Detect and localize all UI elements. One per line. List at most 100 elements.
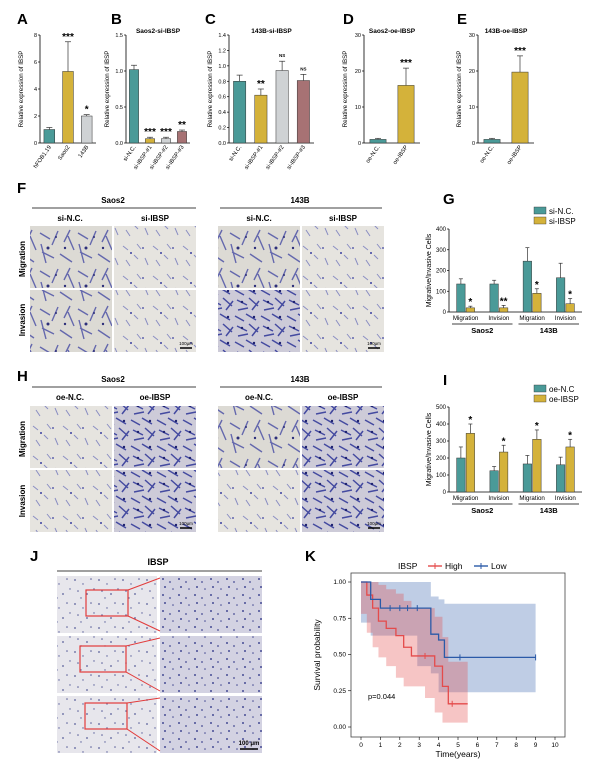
F-image-1 bbox=[30, 226, 112, 288]
G-legend-label-1: si-IBSP bbox=[549, 217, 576, 226]
I-bar-3-0 bbox=[556, 464, 566, 493]
K-xtick-label: 2 bbox=[398, 742, 402, 749]
G-sig-3: * bbox=[568, 290, 572, 301]
J-zoom-box-2 bbox=[79, 645, 127, 673]
B-bar-3 bbox=[177, 131, 187, 144]
G-ytick-label: 200 bbox=[436, 269, 447, 275]
A-ytick-label: 6 bbox=[34, 60, 37, 66]
G-ytick-label: 400 bbox=[436, 227, 447, 233]
F-image-3 bbox=[218, 226, 300, 288]
I-xtick-label-3: Invision bbox=[555, 495, 577, 502]
C-sig-3: NS bbox=[300, 66, 306, 71]
C-bar-0 bbox=[233, 81, 247, 144]
F-scale-left: 100μm bbox=[179, 341, 193, 346]
G-bar-2-1 bbox=[532, 293, 542, 313]
G-xtick-label-2: Migration bbox=[519, 315, 545, 322]
H-row-migration: Migration bbox=[18, 421, 27, 457]
panel-letter-E: E bbox=[457, 11, 467, 28]
C-ytick-label: 1.2 bbox=[218, 48, 226, 54]
B-ylabel: Relative expression of IBSP bbox=[104, 51, 111, 128]
K-ytick-label: 0.25 bbox=[333, 688, 346, 695]
I-sig-0: * bbox=[468, 415, 472, 426]
D-bar-1 bbox=[397, 85, 415, 144]
J-image-high-3 bbox=[160, 696, 262, 753]
H-col-2: oe-IBSP bbox=[140, 393, 171, 402]
G-bar-0-1 bbox=[465, 307, 475, 313]
K-xlabel: Time(years) bbox=[435, 749, 480, 759]
K-xtick-label: 1 bbox=[379, 742, 383, 749]
I-xtick-label-0: Migration bbox=[453, 495, 479, 502]
K-ytick-label: 0.00 bbox=[333, 724, 346, 731]
F-image-8 bbox=[302, 290, 384, 352]
C-ytick-label: 1.0 bbox=[218, 64, 226, 70]
I-bar-1-1 bbox=[499, 451, 509, 493]
C-xtick-label-0: si-N.C. bbox=[228, 144, 243, 162]
C-ytick-label: 0.4 bbox=[218, 110, 226, 116]
F-group-saos2: Saos2 bbox=[101, 196, 125, 205]
B-bar-1 bbox=[145, 138, 155, 144]
J-image-high-2 bbox=[160, 636, 262, 693]
panel-letter-K: K bbox=[305, 548, 316, 565]
I-ytick-label: 500 bbox=[436, 405, 447, 411]
G-legend-swatch-1 bbox=[533, 216, 547, 225]
H-col-4: oe-IBSP bbox=[328, 393, 359, 402]
panel-letter-G: G bbox=[443, 191, 455, 208]
A-ytick-label: 4 bbox=[34, 87, 37, 93]
K-ci-band-low bbox=[361, 582, 536, 693]
panel-letter-D: D bbox=[343, 11, 354, 28]
G-bar-1-0 bbox=[489, 283, 499, 313]
C-sig-2: NS bbox=[279, 53, 285, 58]
panel-letter-C: C bbox=[205, 11, 216, 28]
I-ytick-label: 300 bbox=[436, 439, 447, 445]
G-legend-label-0: si-N.C. bbox=[549, 207, 573, 216]
G-ytick-label: 100 bbox=[436, 289, 447, 295]
F-image-7 bbox=[218, 290, 300, 352]
K-legend-label-0: High bbox=[445, 561, 463, 571]
G-sig-0: * bbox=[468, 297, 472, 308]
E-ytick-label: 10 bbox=[469, 105, 475, 111]
K-xtick-label: 4 bbox=[437, 742, 441, 749]
K-legend-title: IBSP bbox=[398, 561, 418, 571]
G-xtick-label-1: Invision bbox=[488, 315, 510, 322]
B-bar-0 bbox=[129, 69, 139, 144]
B-sig-3: ** bbox=[178, 120, 186, 131]
D-ylabel: Relative expression of IBSP bbox=[342, 51, 349, 128]
panel-letter-I: I bbox=[443, 372, 447, 389]
J-image-low-2 bbox=[57, 636, 157, 693]
F-col-4: si-IBSP bbox=[329, 214, 358, 223]
D-sig-1: *** bbox=[400, 58, 412, 69]
F-scale-right: 100μm bbox=[367, 341, 381, 346]
I-bar-0-0 bbox=[456, 457, 466, 493]
K-xtick-label: 6 bbox=[476, 742, 480, 749]
G-legend-swatch-0 bbox=[533, 206, 547, 215]
A-xtick-label-0: hFOB1.19 bbox=[33, 145, 53, 170]
A-ytick-label: 2 bbox=[34, 114, 37, 120]
I-bar-2-0 bbox=[522, 463, 532, 493]
H-group-saos2: Saos2 bbox=[101, 375, 125, 384]
C-bar-1 bbox=[254, 94, 268, 144]
B-ytick-label: 0.0 bbox=[115, 141, 123, 147]
A-bar-2 bbox=[81, 115, 93, 144]
F-image-6 bbox=[114, 290, 196, 352]
I-bar-0-1 bbox=[465, 433, 475, 493]
I-sig-3: * bbox=[568, 430, 572, 441]
A-ylabel: Relative expression of IBSP bbox=[18, 51, 25, 128]
H-image-4 bbox=[302, 406, 384, 468]
C-bar-3 bbox=[296, 80, 310, 144]
H-col-3: oe-N.C. bbox=[245, 393, 273, 402]
G-sig-2: * bbox=[535, 280, 539, 291]
F-col-3: si-N.C. bbox=[246, 214, 271, 223]
B-sig-1: *** bbox=[144, 127, 156, 138]
K-curve-low bbox=[361, 581, 536, 659]
B-ytick-label: 0.5 bbox=[115, 105, 123, 111]
C-xtick-label-2: si-IBSP-#2 bbox=[265, 145, 286, 171]
E-ytick-label: 30 bbox=[469, 33, 475, 39]
K-xtick-label: 10 bbox=[551, 742, 559, 749]
G-bar-0-0 bbox=[456, 283, 466, 313]
K-ytick-label: 1.00 bbox=[333, 579, 346, 586]
C-ytick-label: 1.4 bbox=[218, 33, 226, 39]
K-pvalue: p=0.044 bbox=[368, 692, 395, 701]
F-image-2 bbox=[114, 226, 196, 288]
I-legend-swatch-1 bbox=[533, 394, 547, 403]
